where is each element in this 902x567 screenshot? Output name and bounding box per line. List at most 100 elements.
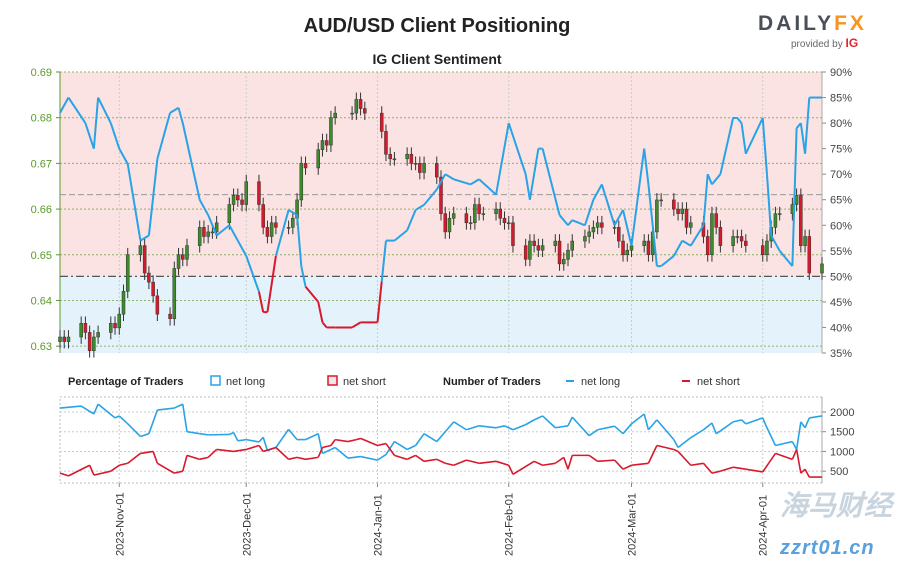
watermark-url: zzrt01.cn: [780, 537, 875, 559]
candle-body: [705, 236, 710, 256]
candle-body: [502, 217, 507, 224]
sentiment-line-segment: [181, 122, 201, 200]
candle-body: [197, 227, 202, 246]
candle-body: [447, 217, 452, 233]
count-line-segment: [258, 445, 264, 452]
candle-body: [540, 245, 545, 251]
sentiment-line-segment: [423, 188, 438, 206]
candle-body: [477, 204, 481, 214]
count-line-segment: [631, 462, 649, 467]
sentiment-line-segment: [558, 214, 569, 226]
y-right-tick-label: 90%: [830, 67, 852, 79]
sentiment-line-segment: [156, 112, 172, 160]
candle-body: [413, 163, 418, 165]
candle-body: [388, 153, 392, 160]
count-line-segment: [118, 415, 129, 425]
count-line-segment: [588, 429, 599, 437]
sentiment-line-segment: [177, 107, 184, 124]
count-line-segment: [715, 430, 721, 435]
candle-body: [303, 163, 308, 169]
count-line-segment: [296, 456, 306, 461]
y-right-tick-label: 65%: [830, 195, 852, 207]
candle-body: [777, 213, 782, 215]
candle-body: [481, 213, 486, 215]
count-line-segment: [335, 438, 348, 443]
count-line-segment: [423, 433, 438, 443]
count-line-segment: [406, 454, 416, 461]
candle-body: [418, 163, 422, 173]
count-line-segment: [479, 460, 497, 465]
count-line-segment: [68, 464, 90, 477]
candle-body: [409, 153, 414, 164]
count-line-segment: [237, 438, 247, 442]
ig-logo: IG: [845, 36, 859, 50]
y-right-tick-label: 55%: [830, 246, 852, 258]
y-right-tick-label: 45%: [830, 297, 852, 309]
y-right-tick-label: 40%: [830, 322, 852, 334]
candle-body: [316, 149, 320, 169]
candle-body: [468, 222, 473, 225]
candle-body: [113, 323, 117, 329]
sentiment-line-segment: [321, 321, 328, 329]
count-line-segment: [415, 454, 425, 462]
count-line-segment: [690, 462, 704, 467]
candle-body: [680, 208, 685, 214]
y-right-tick-label: 85%: [830, 93, 852, 105]
count-line-segment: [766, 427, 777, 446]
sentiment-line-segment: [744, 117, 764, 155]
legend-num-title: Number of Traders: [443, 376, 541, 388]
count-line-segment: [173, 403, 184, 409]
sentiment-line-segment: [740, 122, 747, 154]
candle-body: [168, 313, 172, 319]
sentiment-line-segment: [198, 199, 210, 216]
count-line-segment: [702, 422, 713, 431]
count-line-segment: [377, 453, 387, 461]
candle-body: [595, 222, 600, 228]
sentiment-line-segment: [453, 178, 471, 186]
sentiment-line-segment: [84, 122, 95, 149]
sentiment-line-segment: [435, 173, 447, 190]
sentiment-line-segment: [266, 255, 277, 313]
sentiment-line-segment: [67, 96, 87, 124]
count-line-segment: [453, 421, 467, 431]
sentiment-line-segment: [444, 173, 455, 181]
candle-body: [324, 140, 329, 146]
candle-body: [464, 213, 469, 224]
sentiment-line-segment: [236, 240, 248, 257]
candle-body: [286, 227, 291, 229]
candle-body: [511, 222, 515, 246]
count-line-segment: [207, 448, 218, 458]
count-line-segment: [571, 416, 590, 437]
count-line-segment: [406, 444, 416, 451]
y-right-tick-label: 75%: [830, 144, 852, 156]
candle-body: [612, 227, 617, 229]
count-line-segment: [512, 460, 535, 476]
candle-body: [621, 240, 625, 256]
count-line-segment: [347, 438, 357, 443]
y-left-tick-label: 0.69: [31, 67, 52, 79]
count-line-segment: [394, 454, 408, 461]
candle-body: [333, 112, 337, 118]
candle-body: [807, 236, 812, 274]
candle-body: [87, 332, 92, 351]
sentiment-line-segment: [97, 97, 112, 124]
sentiment-line-segment: [672, 240, 684, 257]
candle-body: [210, 231, 215, 234]
sentiment-line-segment: [207, 214, 218, 236]
sentiment-line-segment: [719, 117, 735, 175]
sentiment-line-segment: [765, 174, 773, 236]
candle-body: [600, 222, 604, 228]
sentiment-line-segment: [274, 209, 290, 257]
candle-body: [773, 213, 778, 228]
count-tick-label: 1000: [830, 446, 854, 458]
count-line-segment: [140, 450, 154, 455]
sentiment-line-segment: [169, 106, 180, 114]
candle-body: [227, 204, 232, 224]
sentiment-line-segment: [736, 117, 743, 124]
count-line-segment: [394, 440, 408, 451]
sentiment-line-segment: [770, 235, 781, 252]
count-tick-label: 500: [830, 466, 848, 478]
count-line-segment: [156, 462, 175, 474]
count-line-segment: [673, 439, 679, 448]
